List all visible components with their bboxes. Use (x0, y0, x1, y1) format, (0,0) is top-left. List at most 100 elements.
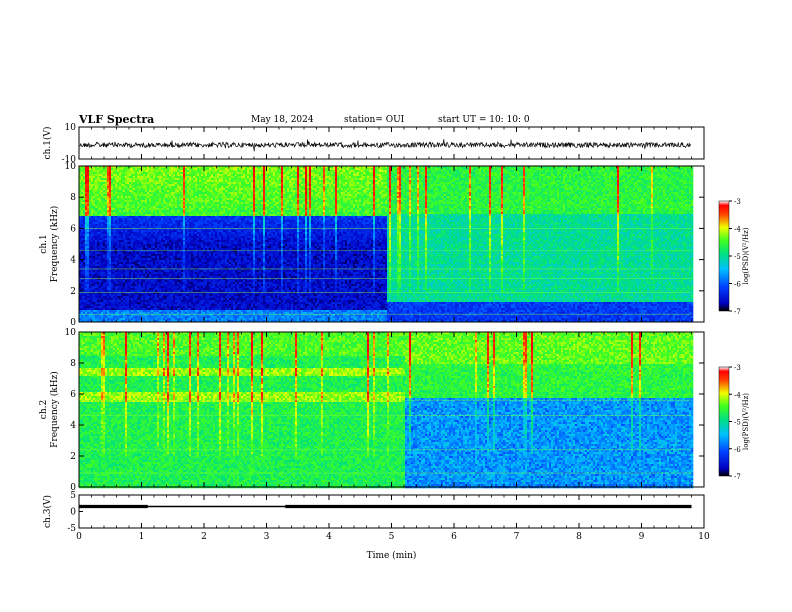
spectrogram-cell (189, 244, 192, 247)
spectrogram-cell (163, 200, 166, 203)
spectrogram-cell (139, 318, 142, 321)
spectrogram-cell (119, 290, 122, 293)
spectrogram-cell (149, 274, 152, 277)
spectrogram-cell (181, 200, 184, 203)
spectrogram-cell (87, 250, 90, 253)
spectrogram-cell (171, 310, 174, 313)
spectrogram-cell (147, 180, 150, 183)
spectrogram-cell (115, 260, 118, 263)
spectrogram-cell (107, 208, 110, 211)
spectrogram-cell (173, 226, 176, 229)
spectrogram-cell (141, 270, 144, 273)
spectrogram-cell (93, 292, 96, 295)
spectrogram-cell (107, 296, 110, 299)
spectrogram-cell (135, 264, 138, 267)
spectrogram-cell (121, 202, 124, 205)
spectrogram-cell (143, 286, 146, 289)
spectrogram-cell (199, 258, 202, 261)
spectrogram-cell (197, 258, 200, 261)
spectrogram-cell (121, 208, 124, 211)
spectrogram-cell (143, 200, 146, 203)
spectrogram-cell (79, 194, 82, 197)
spectrogram-cell (113, 280, 116, 283)
spectrogram-cell (161, 270, 164, 273)
spectrogram-cell (139, 198, 142, 201)
spectrogram-cell (167, 312, 170, 315)
spectrogram-cell (169, 234, 172, 237)
spectrogram-cell (125, 230, 128, 233)
spectrogram-cell (155, 190, 158, 193)
spectrogram-cell (187, 314, 190, 317)
spectrogram-cell (115, 228, 118, 231)
spectrogram-cell (189, 284, 192, 287)
spectrogram-cell (133, 224, 136, 227)
spectrogram-cell (105, 202, 108, 205)
spectrogram-cell (193, 230, 196, 233)
spectrogram-cell (159, 238, 162, 241)
spectrogram-cell (123, 284, 126, 287)
spectrogram-cell (97, 190, 100, 193)
spectrogram-cell (203, 232, 206, 235)
spectrogram-cell (133, 260, 136, 263)
spectrogram-cell (137, 294, 140, 297)
spectrogram-cell (159, 242, 162, 245)
spectrogram-cell (201, 174, 204, 177)
spectrogram-cell (101, 248, 104, 251)
spectrogram-cell (197, 310, 200, 313)
spectrogram-cell (161, 278, 164, 281)
spectrogram-cell (183, 272, 186, 275)
spectrogram-cell (161, 276, 164, 279)
spectrogram-cell (177, 254, 180, 257)
spectrogram-cell (163, 282, 166, 285)
spectrogram-cell (143, 248, 146, 251)
spectrogram-cell (197, 178, 200, 181)
spectrogram-cell (141, 196, 144, 199)
spectrogram-cell (123, 258, 126, 261)
spectrogram-cell (139, 204, 142, 207)
spectrogram-cell (147, 260, 150, 263)
spectrogram-cell (187, 274, 190, 277)
spectrogram-cell (141, 176, 144, 179)
spectrogram-cell (115, 274, 118, 277)
spectrogram-cell (159, 278, 162, 281)
spectrogram-cell (137, 244, 140, 247)
spectrogram-cell (195, 292, 198, 295)
spectrogram-cell (181, 262, 184, 265)
spectrogram-cell (149, 228, 152, 231)
spectrogram-cell (185, 218, 188, 221)
spectrogram-cell (169, 300, 172, 303)
spectrogram-cell (137, 310, 140, 313)
spectrogram-cell (199, 168, 202, 171)
spectrogram-cell (201, 228, 204, 231)
spectrogram-cell (167, 218, 170, 221)
spectrogram-cell (91, 230, 94, 233)
spectrogram-cell (135, 252, 138, 255)
spectrogram-cell (111, 270, 114, 273)
spectrogram-cell (157, 180, 160, 183)
spectrogram-cell (81, 248, 84, 251)
spectrogram-cell (133, 314, 136, 317)
spectrogram-cell (93, 312, 96, 315)
spectrogram-cell (171, 288, 174, 291)
spectrogram-cell (137, 292, 140, 295)
spectrogram-cell (183, 248, 186, 251)
spectrogram-cell (175, 316, 178, 319)
spectrogram-cell (123, 278, 126, 281)
spectrogram-cell (137, 280, 140, 283)
spectrogram-cell (95, 174, 98, 177)
spectrogram-cell (81, 228, 84, 231)
spectrogram-cell (159, 216, 162, 219)
spectrogram-cell (137, 176, 140, 179)
spectrogram-cell (83, 236, 86, 239)
spectrogram-cell (153, 178, 156, 181)
spectrogram-cell (193, 184, 196, 187)
spectrogram-cell (179, 198, 182, 201)
spectrogram-cell (83, 280, 86, 283)
spectrogram-cell (123, 198, 126, 201)
spectrogram-cell (175, 290, 178, 293)
spectrogram-cell (171, 270, 174, 273)
spectrogram-cell (125, 236, 128, 239)
spectrogram-cell (191, 202, 194, 205)
spectrogram-cell (101, 190, 104, 193)
spectrogram-cell (149, 192, 152, 195)
